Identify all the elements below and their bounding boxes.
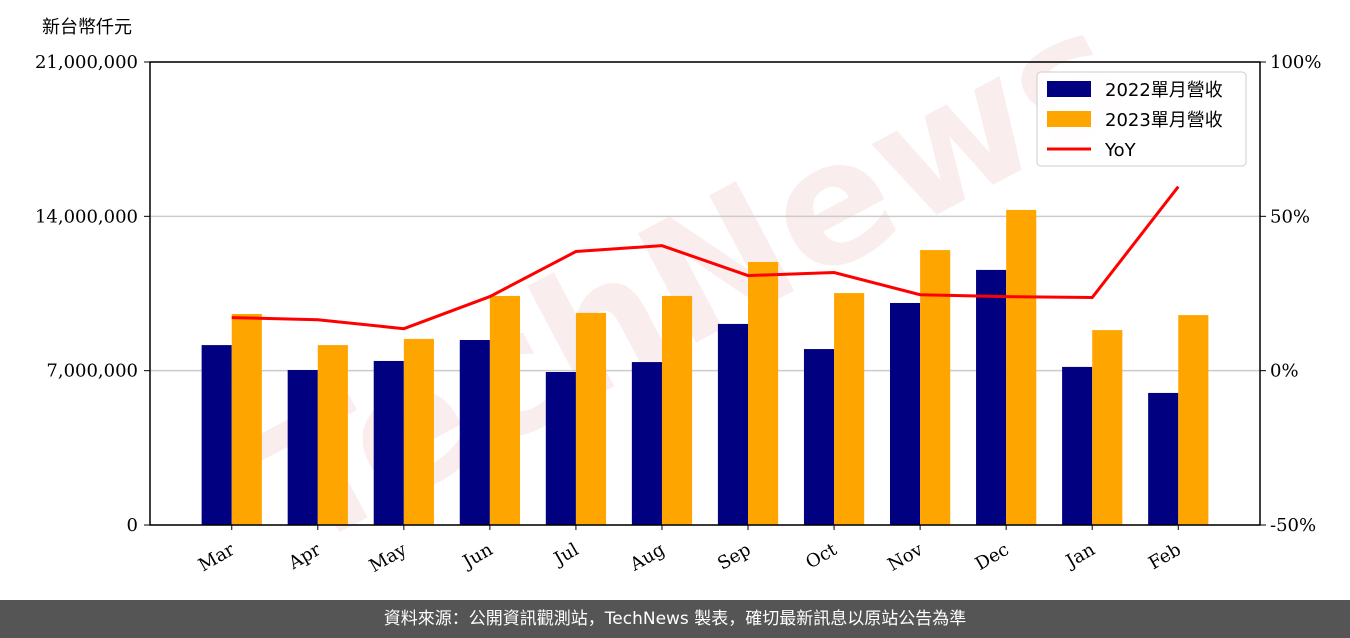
bar bbox=[231, 314, 262, 525]
bar bbox=[803, 349, 835, 525]
x-tick-label: Aug bbox=[626, 539, 669, 576]
bar bbox=[403, 338, 434, 525]
x-tick-label: Nov bbox=[884, 539, 927, 576]
bar bbox=[717, 323, 749, 525]
footer: 資料來源：公開資訊觀測站，TechNews 製表，確切最新訊息以原站公告為準 bbox=[0, 600, 1350, 638]
chart: 新台幣仟元 TechNews 07,000,00014,000,00021,00… bbox=[35, 0, 1322, 588]
y2-tick-label: 50% bbox=[1270, 206, 1310, 227]
bar bbox=[459, 340, 490, 525]
legend-swatch bbox=[1047, 111, 1091, 127]
y-tick-label: 14,000,000 bbox=[35, 206, 138, 227]
bar bbox=[631, 362, 662, 525]
bar bbox=[287, 370, 318, 525]
x-tick-label: Mar bbox=[195, 539, 239, 576]
bar bbox=[575, 312, 607, 525]
y-tick-label: 7,000,000 bbox=[46, 361, 138, 382]
bar bbox=[545, 371, 576, 525]
legend-label: 2023單月營收 bbox=[1105, 110, 1223, 131]
bar bbox=[1148, 392, 1179, 525]
y2-tick-label: -50% bbox=[1270, 515, 1316, 536]
bar bbox=[1092, 330, 1123, 525]
x-tick-label: Dec bbox=[972, 539, 1013, 575]
x-tick-label: Oct bbox=[802, 539, 841, 574]
plot-frame bbox=[149, 61, 1261, 526]
yoy-line bbox=[231, 185, 1180, 331]
x-tick-label: Sep bbox=[714, 539, 754, 574]
legend-label: YoY bbox=[1104, 140, 1137, 161]
bar bbox=[661, 295, 693, 525]
x-tick-label: Jun bbox=[458, 539, 497, 574]
x-tick-label: Jul bbox=[549, 539, 583, 571]
bar bbox=[1178, 315, 1209, 525]
bar bbox=[489, 295, 520, 525]
bar bbox=[317, 345, 348, 525]
y-unit-label: 新台幣仟元 bbox=[42, 17, 132, 38]
bar bbox=[748, 261, 779, 525]
y2-tick-label: 0% bbox=[1270, 361, 1299, 382]
bar bbox=[1062, 366, 1093, 525]
y2-tick-label: 100% bbox=[1270, 52, 1321, 73]
y-tick-label: 0 bbox=[127, 515, 138, 536]
x-tick-label: Jan bbox=[1061, 539, 1099, 573]
x-tick-label: Feb bbox=[1145, 539, 1185, 574]
bar bbox=[1006, 209, 1037, 526]
bar bbox=[890, 302, 921, 525]
bar bbox=[976, 269, 1007, 525]
bar bbox=[920, 250, 951, 525]
bar bbox=[201, 345, 232, 525]
legend-label: 2022單月營收 bbox=[1105, 80, 1223, 101]
bar bbox=[834, 293, 865, 525]
y-tick-label: 21,000,000 bbox=[35, 52, 138, 73]
legend-swatch bbox=[1047, 81, 1091, 97]
bar bbox=[373, 360, 404, 525]
